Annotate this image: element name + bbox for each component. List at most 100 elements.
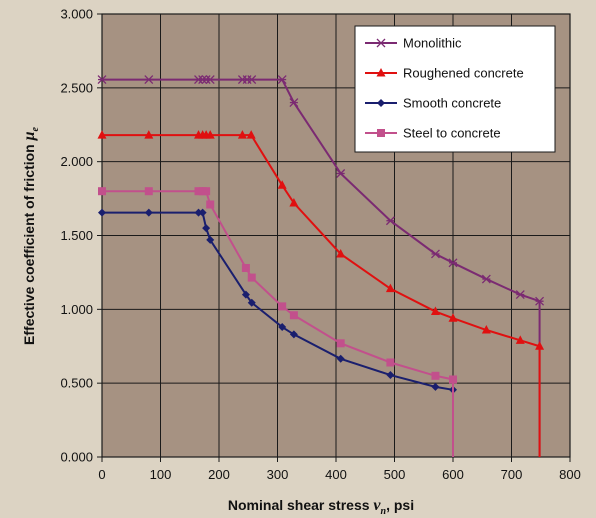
data-point-smooth-concrete — [289, 330, 298, 339]
y-axis-label-subscript: e — [30, 126, 41, 131]
data-point-monolithic — [97, 75, 107, 85]
legend-box — [354, 25, 556, 153]
data-point-monolithic-stroke — [289, 98, 299, 108]
data-point-steel-to-concrete — [241, 263, 250, 272]
data-point-smooth-concrete — [278, 323, 287, 332]
legend-item-monolithic: Monolithic — [365, 36, 462, 51]
y-axis-label-symbol: μ — [21, 131, 38, 141]
data-point-steel-to-concrete — [247, 273, 256, 282]
data-point-steel-to-concrete — [289, 311, 298, 320]
data-point-monolithic — [247, 75, 257, 85]
data-point-smooth-concrete — [336, 354, 345, 363]
data-point-roughened-concrete — [515, 335, 525, 344]
y-tick-label: 1.000 — [60, 302, 93, 317]
y-axis-label: Effective coefficient of friction μe — [21, 126, 41, 345]
data-point-monolithic-stroke — [144, 75, 154, 85]
legend-marker-smooth-concrete — [377, 99, 385, 107]
data-point-monolithic-stroke — [515, 290, 525, 300]
data-point-monolithic — [515, 290, 525, 300]
legend-label-steel-to-concrete: Steel to concrete — [403, 126, 501, 141]
legend: Monolithic Roughened concrete Smooth concr… — [354, 25, 556, 153]
data-point-monolithic-stroke — [336, 169, 346, 178]
y-tick-label: 3.000 — [60, 7, 93, 22]
data-point-steel-to-concrete — [194, 187, 203, 196]
series — [97, 75, 545, 457]
data-point-monolithic-stroke — [97, 75, 107, 85]
data-point-monolithic-stroke — [385, 216, 395, 226]
data-point-smooth-concrete — [206, 235, 215, 244]
legend-marker-roughened-concrete — [376, 68, 386, 77]
x-tick-label: 800 — [559, 467, 581, 482]
data-point-smooth-concrete — [202, 224, 211, 233]
data-point-monolithic-stroke — [448, 258, 458, 268]
data-point-smooth-concrete — [247, 298, 256, 307]
legend-marker-monolithic — [376, 38, 386, 48]
x-tick-label: 500 — [384, 467, 406, 482]
data-point-roughened-concrete — [535, 341, 545, 350]
legend-label-monolithic: Monolithic — [403, 36, 462, 51]
data-point-roughened-concrete — [336, 248, 346, 258]
data-point-smooth-concrete — [194, 208, 203, 217]
data-point-monolithic-stroke — [194, 75, 203, 85]
y-tick-label: 1.500 — [60, 228, 93, 243]
data-point-smooth-concrete — [386, 371, 395, 380]
series-smooth-concrete — [98, 208, 457, 394]
data-point-steel-to-concrete — [206, 200, 215, 209]
data-point-steel-to-concrete — [386, 358, 395, 367]
data-point-smooth-concrete — [144, 208, 153, 217]
x-tick-label: 700 — [501, 467, 523, 482]
data-point-monolithic — [277, 75, 287, 85]
data-point-roughened-concrete — [385, 283, 395, 293]
x-tick-label: 0 — [98, 467, 105, 482]
legend-item-smooth-concrete: Smooth concrete — [365, 96, 501, 111]
data-point-steel-to-concrete — [449, 375, 457, 384]
x-axis-label-main: Nominal shear stress — [228, 497, 374, 513]
series-monolithic — [97, 75, 545, 457]
x-tick-label: 100 — [150, 467, 172, 482]
data-point-steel-to-concrete — [144, 187, 153, 196]
series-steel-to-concrete — [98, 187, 457, 457]
legend-item-steel-to-concrete: Steel to concrete — [365, 126, 501, 141]
plot-frame — [101, 13, 571, 458]
x-axis-label-unit: , psi — [386, 497, 414, 513]
x-tick-label: 600 — [442, 467, 464, 482]
x-tick-label: 200 — [208, 467, 230, 482]
data-point-monolithic — [430, 249, 440, 259]
data-point-monolithic — [289, 98, 299, 108]
axes: 0 100 200 300 400 500 600 700 800 0.000 0.500 1.000… — [60, 7, 580, 483]
data-point-monolithic — [205, 75, 215, 85]
y-tick-label: 2.500 — [60, 80, 93, 95]
data-point-roughened-concrete — [481, 325, 491, 334]
data-point-monolithic — [144, 75, 154, 85]
data-point-monolithic — [336, 169, 346, 178]
x-tick-label: 300 — [267, 467, 289, 482]
data-point-steel-to-concrete — [431, 371, 440, 380]
data-point-roughened-concrete — [144, 130, 154, 139]
data-point-roughened-concrete — [246, 130, 256, 139]
data-point-monolithic — [481, 274, 491, 284]
legend-item-roughened-concrete: Roughened concrete — [365, 66, 524, 81]
x-tick-label: 400 — [325, 467, 347, 482]
x-axis-label: Nominal shear stress vn, psi — [228, 497, 414, 517]
data-point-roughened-concrete — [205, 130, 215, 139]
data-point-smooth-concrete — [98, 208, 106, 217]
data-point-roughened-concrete — [289, 198, 299, 207]
data-point-monolithic-stroke — [430, 249, 440, 259]
data-point-monolithic-stroke — [277, 75, 287, 85]
data-point-steel-to-concrete — [98, 187, 106, 196]
data-point-smooth-concrete — [198, 208, 207, 217]
data-point-monolithic-stroke — [481, 274, 491, 284]
data-point-steel-to-concrete — [278, 302, 287, 311]
legend-label-roughened-concrete: Roughened concrete — [403, 66, 524, 81]
y-tick-label: 2.000 — [60, 154, 93, 169]
data-point-monolithic — [448, 258, 458, 268]
data-point-roughened-concrete — [237, 130, 247, 139]
legend-marker-steel-to-concrete — [377, 129, 385, 137]
legend-marker-monolithic-stroke — [376, 38, 386, 48]
x-axis-label-symbol: v — [373, 497, 381, 514]
x-axis-label-subscript: n — [381, 506, 387, 517]
data-point-smooth-concrete — [241, 290, 250, 299]
data-point-monolithic-stroke — [535, 296, 545, 306]
